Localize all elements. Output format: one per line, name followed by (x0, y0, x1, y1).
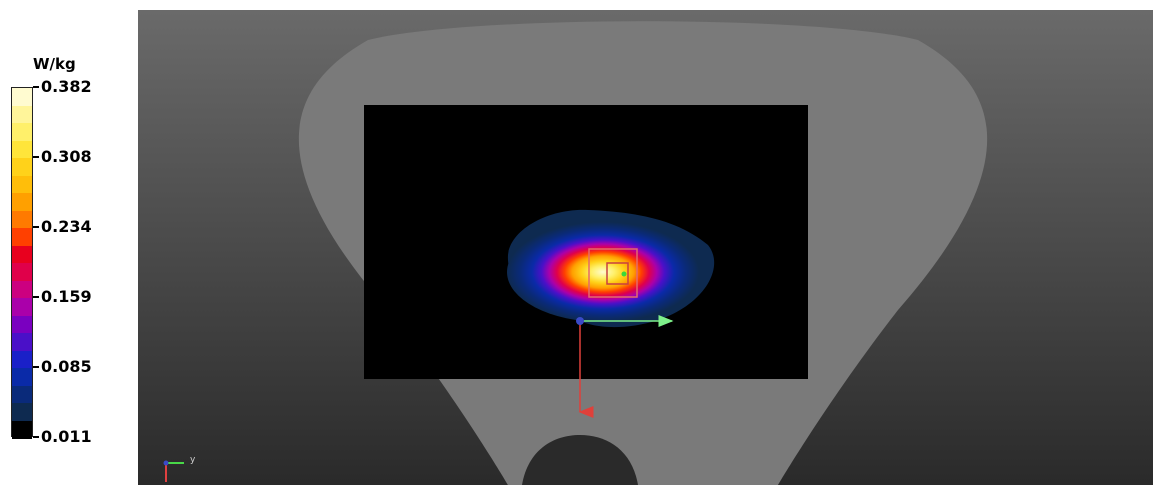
legend-swatch (12, 158, 32, 176)
legend-tick (33, 436, 39, 438)
legend-swatch (12, 210, 32, 229)
legend-swatch (12, 263, 32, 281)
3d-viewport[interactable]: y (138, 10, 1153, 485)
legend-swatch (12, 88, 32, 106)
legend-swatch (12, 350, 32, 369)
orientation-triad: y (163, 455, 196, 482)
legend-tick-label: 0.085 (41, 357, 92, 376)
sar-distribution (507, 209, 715, 328)
legend-swatch (12, 385, 32, 404)
legend-swatch (12, 140, 32, 159)
legend-swatch (12, 315, 32, 334)
legend-swatch (12, 403, 32, 421)
legend-swatch (12, 298, 32, 316)
legend-swatch (12, 420, 32, 439)
legend-tick (33, 226, 39, 228)
legend-tick (33, 156, 39, 158)
legend-swatch (12, 368, 32, 386)
legend-color-bar (11, 87, 33, 439)
zoom-scan-outer-box (588, 248, 638, 298)
viewport-canvas: y (138, 10, 1153, 485)
legend-tick (33, 86, 39, 88)
legend-swatch (12, 175, 32, 194)
axis-y-label: y (190, 455, 196, 465)
legend-tick (33, 296, 39, 298)
legend-tick-label: 0.011 (41, 427, 92, 446)
legend-swatch (12, 105, 32, 124)
legend-unit: W/kg (33, 55, 76, 73)
probe-axes (576, 315, 674, 418)
legend-swatch (12, 280, 32, 299)
legend-tick-label: 0.308 (41, 147, 92, 166)
legend-tick-label: 0.382 (41, 77, 92, 96)
legend-tick-label: 0.159 (41, 287, 92, 306)
legend-swatch (12, 123, 32, 141)
phantom-lower-dome (522, 435, 638, 485)
legend-swatch (12, 333, 32, 351)
legend-swatch (12, 228, 32, 246)
zoom-scan-inner-box (606, 262, 629, 285)
legend-tick (33, 366, 39, 368)
legend-tick-label: 0.234 (41, 217, 92, 236)
color-legend: W/kg 0.382 0.308 0.234 0.159 0.085 0.011 (0, 0, 138, 485)
legend-swatch (12, 193, 32, 211)
legend-swatch (12, 245, 32, 264)
peak-marker (621, 271, 627, 277)
